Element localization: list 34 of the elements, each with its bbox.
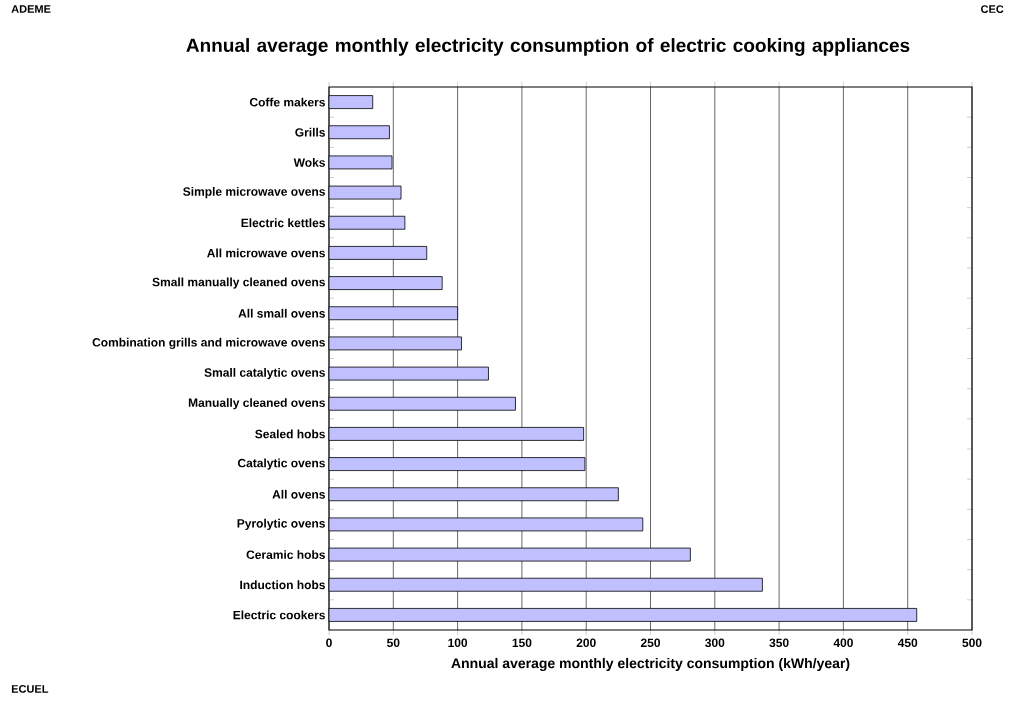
y-tick-label: Small manually cleaned ovens — [152, 277, 325, 289]
x-tick-label: 350 — [769, 638, 789, 648]
y-tick-label: Combination grills and microwave ovens — [92, 337, 325, 350]
x-tick-label: 50 — [387, 638, 400, 648]
text: CEC — [981, 5, 1004, 13]
y-tick-label: All small ovens — [238, 308, 325, 318]
y-tick-label: Woks — [293, 158, 325, 167]
x-tick-label: 400 — [833, 638, 853, 648]
y-tick-label: Electric kettles — [241, 218, 325, 228]
x-tick-label: 500 — [962, 638, 982, 648]
x-axis-title: Annual average monthly electricity consumption (kWh/year) — [451, 657, 850, 672]
chart-title: Annual average monthly electricity consumption of electric cooking appliances — [186, 38, 910, 56]
x-tick-label: 300 — [705, 638, 725, 648]
y-tick-label: Grills — [295, 127, 325, 137]
y-tick-label: Electric cookers — [233, 610, 325, 620]
text: ADEME — [11, 5, 51, 13]
y-tick-label: Catalytic ovens — [237, 458, 325, 470]
y-tick-label: All microwave ovens — [207, 248, 325, 258]
text: ECUEL — [11, 685, 49, 693]
y-tick-label: Manually cleaned ovens — [188, 398, 325, 410]
x-tick-label: 450 — [897, 638, 918, 648]
x-tick-label: 100 — [448, 638, 468, 648]
y-tick-label: Simple microwave ovens — [183, 186, 325, 199]
x-tick-label: 250 — [640, 638, 661, 648]
x-tick-label: 150 — [512, 638, 532, 648]
y-tick-label: Coffe makers — [249, 97, 325, 107]
y-tick-label: Pyrolytic ovens — [237, 518, 325, 531]
y-tick-label: Small catalytic ovens — [204, 368, 325, 380]
x-tick-label: 0 — [326, 638, 332, 648]
y-tick-label: Sealed hobs — [255, 429, 325, 439]
x-tick-label: 200 — [576, 638, 596, 648]
y-tick-label: Induction hobs — [240, 580, 325, 590]
y-tick-label: All ovens — [272, 489, 325, 499]
y-tick-label: Ceramic hobs — [246, 550, 325, 559]
